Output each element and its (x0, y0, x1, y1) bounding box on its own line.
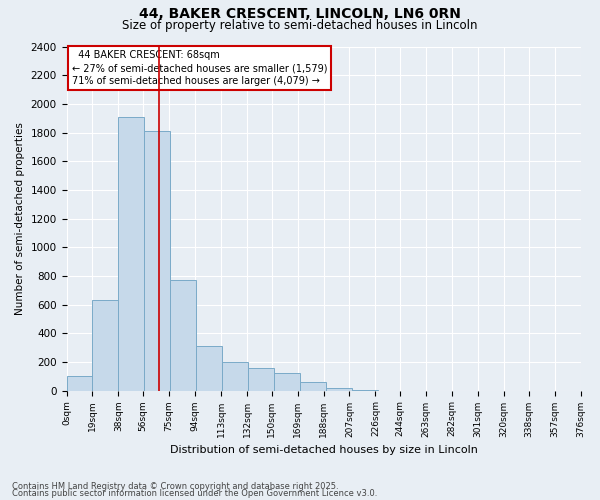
Y-axis label: Number of semi-detached properties: Number of semi-detached properties (15, 122, 25, 315)
Bar (274, 374, 300, 390)
Text: Contains HM Land Registry data © Crown copyright and database right 2025.: Contains HM Land Registry data © Crown c… (12, 482, 338, 491)
Bar (223, 362, 248, 390)
Bar (118, 116, 144, 390)
Text: 44 BAKER CRESCENT: 68sqm
← 27% of semi-detached houses are smaller (1,579)
71% o: 44 BAKER CRESCENT: 68sqm ← 27% of semi-d… (71, 50, 327, 86)
Text: Size of property relative to semi-detached houses in Lincoln: Size of property relative to semi-detach… (122, 18, 478, 32)
Bar (145, 131, 170, 390)
Text: Contains public sector information licensed under the Open Government Licence v3: Contains public sector information licen… (12, 490, 377, 498)
X-axis label: Distribution of semi-detached houses by size in Lincoln: Distribution of semi-detached houses by … (170, 445, 478, 455)
Bar (248, 368, 274, 390)
Bar (300, 382, 326, 390)
Bar (92, 300, 118, 390)
Bar (326, 388, 352, 390)
Bar (170, 280, 196, 390)
Bar (196, 346, 222, 391)
Text: 44, BAKER CRESCENT, LINCOLN, LN6 0RN: 44, BAKER CRESCENT, LINCOLN, LN6 0RN (139, 8, 461, 22)
Bar (67, 376, 92, 390)
